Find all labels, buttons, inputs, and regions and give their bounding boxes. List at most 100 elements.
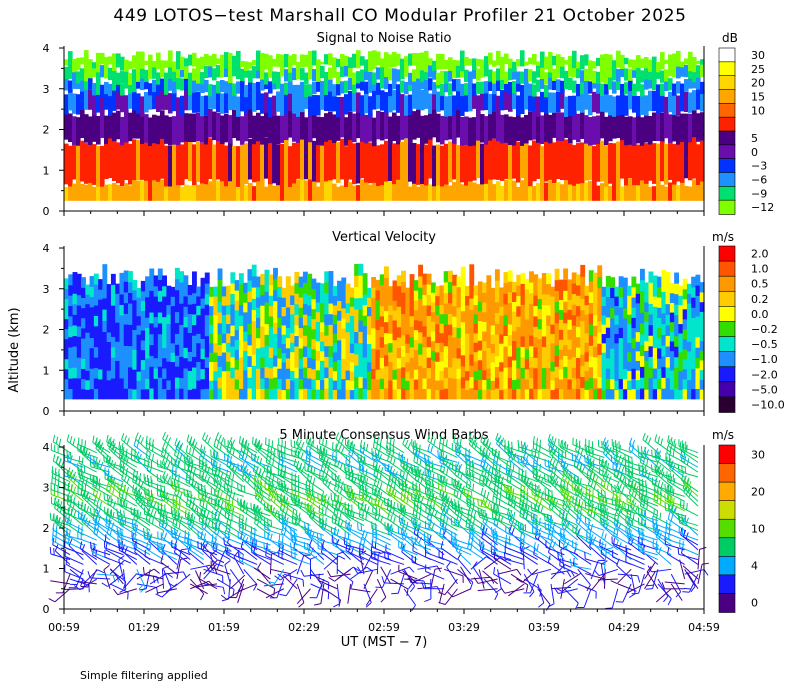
velocity-cell bbox=[665, 377, 671, 389]
velocity-cell bbox=[473, 313, 479, 324]
wind-barb-feather bbox=[109, 485, 112, 493]
snr-cell bbox=[148, 117, 153, 147]
snr-cell bbox=[556, 65, 561, 78]
velocity-cell bbox=[384, 376, 389, 389]
snr-cell bbox=[400, 141, 405, 183]
velocity-cell bbox=[281, 324, 287, 335]
velocity-cell bbox=[640, 322, 645, 335]
snr-cell bbox=[588, 139, 593, 181]
velocity-cell bbox=[661, 377, 667, 389]
velocity-cell bbox=[520, 325, 526, 337]
velocity-cell bbox=[371, 348, 377, 359]
snr-cell bbox=[408, 94, 413, 115]
velocity-cell bbox=[209, 352, 214, 363]
snr-cell bbox=[568, 183, 573, 201]
snr-cell bbox=[516, 79, 521, 92]
velocity-cell bbox=[217, 366, 223, 378]
snr-cell bbox=[656, 92, 661, 113]
velocity-cell bbox=[221, 351, 227, 362]
velocity-cell bbox=[588, 280, 594, 293]
snr-cell bbox=[108, 83, 113, 97]
velocity-cell bbox=[554, 312, 560, 324]
snr-cell bbox=[336, 112, 341, 141]
snr-cell bbox=[628, 68, 633, 81]
wind-barb-feather bbox=[338, 444, 342, 452]
snr-cell bbox=[160, 179, 165, 201]
velocity-cell bbox=[396, 367, 402, 379]
wind-barb-feather bbox=[246, 447, 250, 455]
wind-barb-feather bbox=[133, 487, 137, 495]
velocity-cell bbox=[691, 297, 697, 308]
velocity-cell bbox=[640, 344, 645, 357]
velocity-cell bbox=[541, 388, 547, 400]
velocity-cell bbox=[200, 388, 206, 400]
velocity-cell bbox=[482, 389, 487, 400]
velocity-cell bbox=[320, 389, 325, 400]
velocity-cell bbox=[119, 283, 125, 295]
wind-barb-feather bbox=[135, 524, 138, 532]
velocity-cell bbox=[379, 378, 385, 390]
snr-cell bbox=[108, 56, 113, 65]
snr-cell bbox=[460, 184, 465, 201]
snr-cell bbox=[180, 186, 185, 201]
velocity-cell bbox=[128, 271, 133, 283]
velocity-cell bbox=[648, 324, 654, 336]
velocity-cell bbox=[482, 350, 487, 361]
snr-cell bbox=[120, 71, 125, 84]
velocity-cell bbox=[546, 273, 551, 285]
velocity-cell bbox=[426, 294, 432, 306]
wind-barb-feather bbox=[307, 438, 311, 446]
snr-cell bbox=[88, 77, 93, 90]
snr-cell bbox=[480, 59, 485, 73]
wind-barb-feather bbox=[273, 495, 277, 503]
velocity-cell bbox=[281, 315, 287, 326]
velocity-cell bbox=[68, 326, 74, 338]
snr-cell bbox=[536, 79, 541, 92]
snr-cell bbox=[412, 183, 417, 201]
snr-cell bbox=[320, 89, 325, 110]
wind-barb-feather bbox=[81, 482, 83, 490]
velocity-cell bbox=[213, 286, 219, 297]
velocity-cell bbox=[567, 349, 573, 360]
snr-cell bbox=[688, 51, 693, 72]
velocity-cell bbox=[277, 388, 283, 400]
velocity-cell bbox=[371, 378, 377, 390]
wind-barb-staff bbox=[323, 588, 341, 601]
velocity-cell bbox=[435, 379, 441, 390]
velocity-cell bbox=[192, 324, 197, 336]
velocity-cell bbox=[243, 282, 249, 294]
velocity-cell bbox=[149, 290, 155, 302]
velocity-cell bbox=[529, 388, 534, 400]
velocity-cell bbox=[546, 314, 551, 327]
velocity-cell bbox=[503, 272, 509, 284]
velocity-cell bbox=[64, 288, 69, 300]
velocity-cell bbox=[251, 342, 257, 355]
velocity-cell bbox=[200, 338, 206, 349]
wind-barb-feather bbox=[185, 445, 189, 453]
colorbar-swatch bbox=[718, 381, 736, 398]
velocity-cell bbox=[413, 280, 419, 291]
velocity-cell bbox=[213, 370, 219, 381]
snr-cell bbox=[108, 137, 113, 179]
velocity-cell bbox=[597, 309, 603, 322]
snr-cell bbox=[656, 84, 661, 97]
velocity-cell bbox=[550, 352, 556, 363]
snr-cell bbox=[464, 178, 469, 201]
wind-barb-feather bbox=[285, 517, 289, 524]
velocity-cell bbox=[192, 356, 197, 368]
snr-cell bbox=[684, 113, 689, 143]
velocity-cell bbox=[136, 297, 142, 308]
snr-cell bbox=[168, 50, 173, 68]
velocity-cell bbox=[499, 380, 505, 391]
velocity-cell bbox=[631, 307, 637, 318]
wind-barb-feather bbox=[95, 490, 99, 498]
snr-cell bbox=[476, 68, 481, 81]
velocity-cell bbox=[238, 335, 244, 348]
wind-barb-feather bbox=[97, 459, 101, 467]
velocity-cell bbox=[358, 275, 364, 287]
velocity-cell bbox=[371, 277, 377, 288]
velocity-cell bbox=[601, 352, 607, 363]
snr-cell bbox=[216, 138, 221, 180]
snr-cell bbox=[276, 91, 281, 112]
velocity-cell bbox=[93, 325, 99, 337]
